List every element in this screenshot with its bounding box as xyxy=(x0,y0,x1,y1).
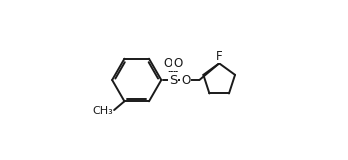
Text: F: F xyxy=(216,50,222,63)
Text: O: O xyxy=(173,57,183,70)
Text: O: O xyxy=(181,73,190,87)
Text: CH₃: CH₃ xyxy=(93,106,113,116)
Text: O: O xyxy=(164,57,173,70)
Text: S: S xyxy=(169,73,177,87)
